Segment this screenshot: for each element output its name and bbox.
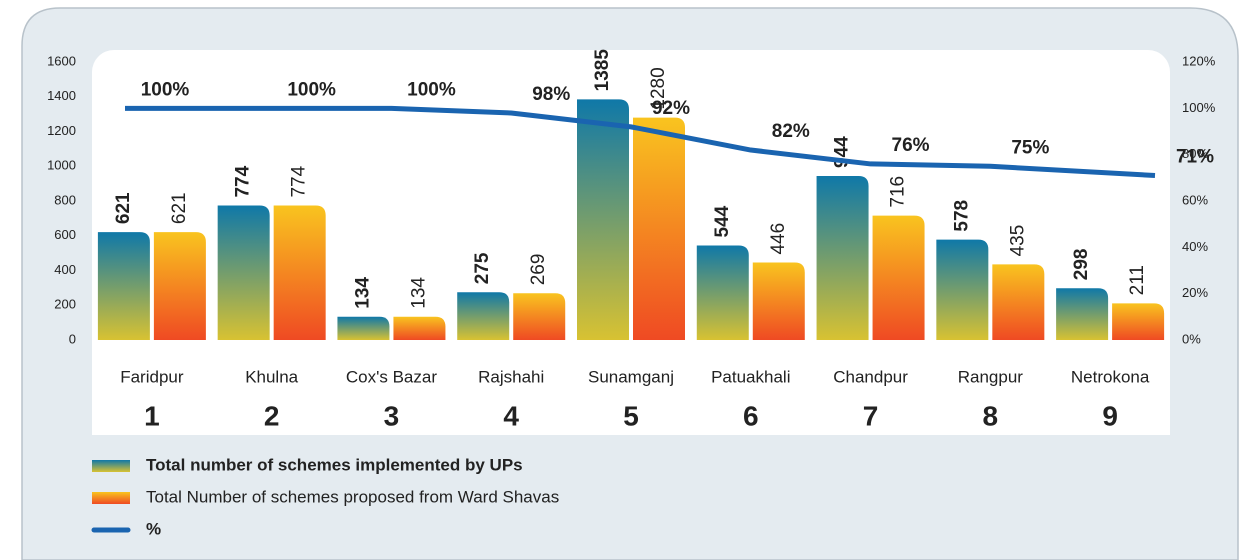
bar [513,293,566,340]
bar [217,205,270,340]
category-number: 8 [983,400,999,431]
bar-value-label: 774 [233,165,254,197]
line-value-label: 92% [652,98,690,119]
y2-tick-label: 100% [1182,100,1216,115]
x-tick-label: Patuakhali [711,367,790,386]
category-number: 2 [264,400,280,431]
bar [273,205,326,340]
bar [936,239,989,340]
y2-tick-label: 20% [1182,285,1208,300]
legend-swatch [92,492,130,504]
y2-tick-label: 120% [1182,53,1216,68]
bar [393,316,446,340]
bar [337,316,390,340]
category-number: 5 [623,400,639,431]
bar-value-label: 435 [1007,225,1028,257]
bar-value-label: 578 [951,200,972,232]
bar-value-label: 544 [712,205,733,237]
category-number: 1 [144,400,160,431]
bar [992,264,1045,340]
bar [696,245,749,340]
bar-value-label: 716 [888,176,909,208]
bar [633,117,685,340]
y-tick-label: 800 [54,192,76,207]
bar-value-label: 134 [408,277,429,309]
bar-value-label: 621 [113,192,134,224]
category-number: 4 [503,400,519,431]
x-tick-label: Faridpur [120,367,184,386]
legend-label: Total number of schemes implemented by U… [146,455,523,474]
x-tick-label: Chandpur [833,367,908,386]
bar [457,292,510,340]
bar-value-label: 774 [289,165,310,197]
y-tick-label: 0 [69,331,76,346]
y-tick-label: 600 [54,227,76,242]
bar [752,262,805,340]
line-value-label: 71% [1176,147,1214,168]
bar-value-label: 446 [768,223,789,255]
plot-area-bottom [92,400,1170,435]
y2-tick-label: 80% [1182,146,1208,161]
y-tick-label: 1400 [47,88,76,103]
bar-value-label: 269 [528,254,549,286]
line-value-label: 100% [407,79,456,100]
y2-tick-label: 0% [1182,331,1201,346]
x-tick-label: Sunamganj [588,367,674,386]
line-value-label: 100% [287,79,336,100]
bar [97,232,150,340]
line-value-label: 75% [1011,137,1049,158]
category-number: 6 [743,400,759,431]
y-tick-label: 1600 [47,53,76,68]
line-value-label: 76% [892,135,930,156]
bar-value-label: 275 [472,252,493,284]
x-tick-label: Rangpur [958,367,1024,386]
x-tick-label: Khulna [245,367,298,386]
x-tick-label: Netrokona [1071,367,1150,386]
y-tick-label: 1000 [47,158,76,173]
y2-tick-label: 60% [1182,192,1208,207]
legend-swatch [92,460,130,472]
category-number: 9 [1102,400,1118,431]
line [125,105,1156,179]
bar [816,175,869,340]
bar [577,99,629,340]
x-tick-label: Cox's Bazar [346,367,437,386]
category-number: 7 [863,400,879,431]
legend-label: Total Number of schemes proposed from Wa… [146,487,559,506]
y2-tick-label: 40% [1182,239,1208,254]
bar-value-label: 1280 [648,67,669,109]
line-value-label: 82% [772,121,810,142]
y-tick-label: 1200 [47,123,76,138]
legend-label: % [146,519,161,538]
line-value-label: 98% [532,84,570,105]
bar [1112,303,1165,340]
bar-value-label: 134 [352,277,373,309]
bar-value-label: 1385 [592,49,613,92]
bar-value-label: 621 [169,192,190,224]
bar [872,215,925,340]
bar-value-label: 211 [1127,265,1148,295]
category-number: 3 [384,400,400,431]
line-value-label: 100% [141,79,190,100]
bar [153,232,206,340]
bar-value-label: 298 [1071,249,1092,281]
x-tick-label: Rajshahi [478,367,544,386]
bar [1056,288,1109,340]
y-tick-label: 400 [54,262,76,277]
y-tick-label: 200 [54,297,76,312]
